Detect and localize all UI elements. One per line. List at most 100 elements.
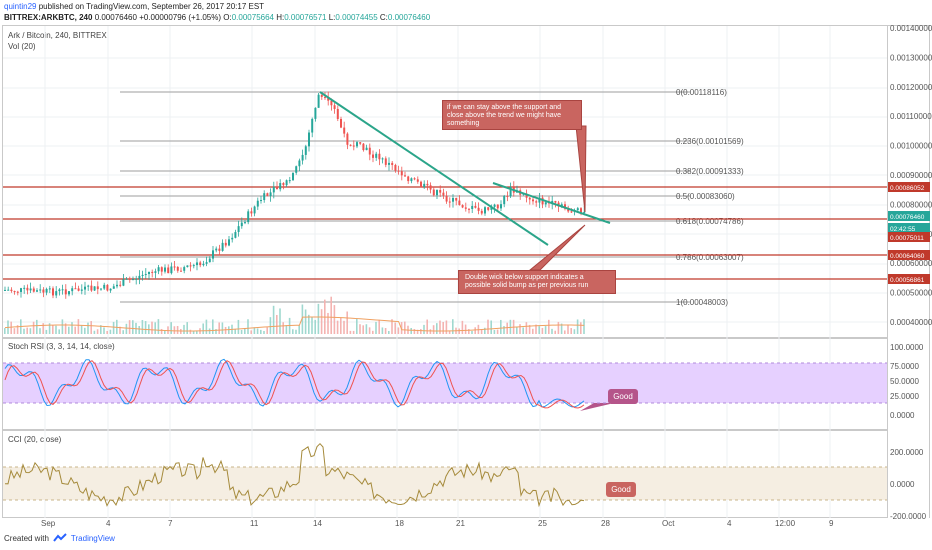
candle-body	[439, 190, 442, 193]
candle-body	[228, 239, 230, 246]
volume-bar	[384, 328, 387, 334]
fib-retracement[interactable]	[120, 91, 690, 303]
candle-body	[128, 278, 131, 280]
volume-bar	[10, 321, 12, 334]
volume-bar	[298, 325, 300, 334]
callout-good-stoch[interactable]: Good	[608, 389, 638, 404]
volume-bar	[429, 329, 432, 334]
candle-body	[295, 166, 298, 173]
high-value: 0.00076571	[284, 13, 327, 22]
candle-body	[407, 176, 410, 182]
price-axis-label: 0.00080000	[890, 200, 932, 209]
volume-bar	[564, 330, 566, 334]
candle-body	[477, 207, 480, 211]
candle-body	[192, 265, 195, 267]
volume-bar	[160, 328, 163, 334]
candle-body	[343, 127, 346, 134]
callout-note-top[interactable]: if we can stay above the support and clo…	[442, 100, 582, 130]
candle-body	[442, 192, 445, 196]
candle-body	[84, 286, 86, 290]
author-link[interactable]: quintin29	[4, 2, 37, 11]
candle-body	[272, 186, 275, 193]
short-trend-line[interactable]	[492, 182, 611, 224]
callout-note-bottom[interactable]: Double wick below support indicates a po…	[458, 270, 616, 294]
symbol-label[interactable]: BITTREX:ARKBTC, 240	[4, 13, 93, 22]
volume-bar	[68, 326, 70, 334]
volume-bar	[295, 329, 297, 334]
time-axis-label: 4	[727, 519, 732, 528]
candle-body	[436, 190, 438, 196]
cci-title[interactable]: CCI (20, close)	[8, 435, 62, 444]
price-tag-text: 02:42:55	[890, 226, 916, 233]
volume-bar	[554, 330, 556, 334]
volume-bar	[445, 320, 448, 334]
price-axis-label: 0.00040000	[890, 318, 932, 327]
support-lines[interactable]	[3, 186, 887, 280]
volume-bar	[132, 320, 134, 334]
candle-body	[176, 266, 179, 271]
cci-pane[interactable]	[2, 430, 888, 518]
volume-bar	[416, 329, 419, 334]
candle-body	[148, 271, 150, 275]
candle-body	[493, 204, 496, 207]
volume-bar	[141, 320, 144, 334]
candle-body	[314, 107, 317, 119]
candle-body	[100, 288, 102, 290]
price-tag	[888, 211, 930, 221]
time-axis-label: 21	[456, 519, 465, 528]
volume-bar	[394, 322, 396, 334]
volume-bar	[340, 317, 342, 334]
volume-bar	[266, 327, 268, 334]
time-axis-label: 9	[829, 519, 834, 528]
candle-body	[125, 278, 128, 280]
volume-bar	[80, 325, 83, 334]
candle-body	[480, 210, 483, 214]
price-axis-label: 0.00120000	[890, 83, 932, 92]
footer: Created with TradingView	[4, 533, 115, 543]
stoch-rsi-pane[interactable]	[2, 338, 888, 430]
volume-bar	[317, 303, 320, 334]
volume-bar	[506, 322, 508, 334]
stoch-rsi-title[interactable]: Stoch RSI (3, 3, 14, 14, close)	[8, 342, 115, 351]
volume-bar	[567, 324, 569, 334]
candle-body	[426, 183, 429, 186]
volume-bar	[535, 324, 537, 334]
candle-body	[397, 170, 400, 172]
volume-bar	[256, 328, 259, 334]
volume-bar	[240, 329, 243, 334]
candle-body	[400, 171, 403, 176]
candle-body	[7, 289, 10, 291]
candle-body	[186, 265, 189, 268]
volume-indicator-label[interactable]: Vol (20)	[8, 42, 36, 51]
price-tag-text: 0.00086052	[890, 185, 925, 192]
candle-body	[349, 144, 352, 146]
candle-body	[576, 208, 579, 211]
callout-good-cci[interactable]: Good	[606, 482, 636, 497]
candle-body	[420, 181, 422, 187]
price-axis[interactable]	[888, 25, 930, 518]
publish-text: published on TradingView.com, September …	[38, 2, 265, 11]
volume-bar	[336, 320, 339, 334]
volume-bar	[84, 327, 86, 334]
price-tag-text: 0.00064060	[890, 253, 925, 260]
stoch-axis-label: 75.0000	[890, 362, 919, 371]
volume-bar	[16, 325, 19, 334]
candle-body	[365, 147, 368, 151]
downtrend-line[interactable]	[319, 91, 549, 246]
candle-body	[231, 237, 234, 240]
volume-bar	[404, 321, 406, 334]
volume-bar	[90, 321, 92, 334]
price-tag-text: 0.00075011	[890, 235, 924, 242]
candle-body	[583, 211, 586, 213]
time-axis-label: 25	[538, 519, 547, 528]
footer-brand-link[interactable]: TradingView	[70, 533, 115, 543]
candle-body	[68, 291, 70, 295]
volume-bar	[349, 330, 352, 334]
volume-bar	[61, 319, 64, 334]
main-pane[interactable]	[2, 25, 888, 338]
volume-bar	[343, 320, 345, 334]
volume-bar	[365, 324, 368, 334]
candle-body	[263, 193, 266, 201]
time-axis-label: 18	[395, 519, 404, 528]
